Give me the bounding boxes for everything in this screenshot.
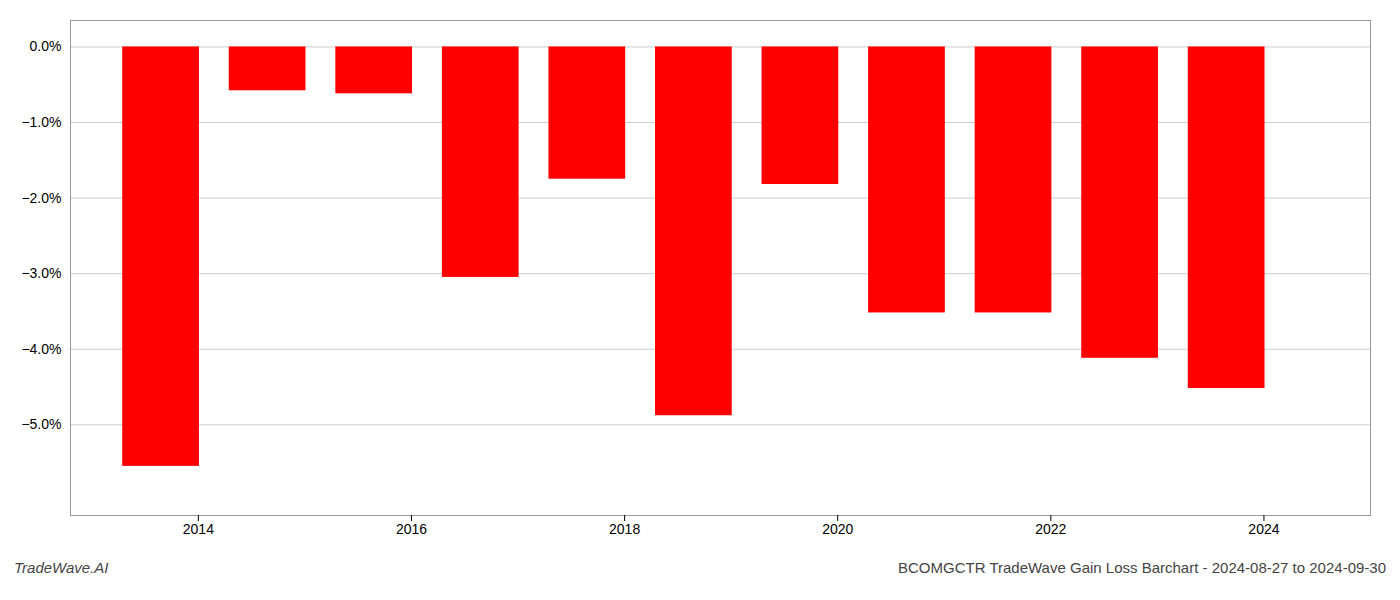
svg-text:−3.0%: −3.0% [21, 265, 61, 281]
svg-text:2020: 2020 [822, 521, 853, 537]
html-text:BCOMGCTR TradeWave Gain Loss B: BCOMGCTR TradeWave Gain Loss Barchart - … [898, 559, 1386, 576]
svg-text:0.0%: 0.0% [30, 38, 62, 54]
svg-text:2022: 2022 [1035, 521, 1066, 537]
svg-text:−2.0%: −2.0% [21, 190, 61, 206]
svg-text:2024: 2024 [1248, 521, 1279, 537]
svg-text:−4.0%: −4.0% [21, 341, 61, 357]
svg-text:2018: 2018 [609, 521, 640, 537]
html-text:TradeWave.AI: TradeWave.AI [14, 559, 109, 576]
svg-text:−5.0%: −5.0% [21, 416, 61, 432]
svg-text:−1.0%: −1.0% [21, 114, 61, 130]
svg-text:2016: 2016 [396, 521, 427, 537]
svg-text:2014: 2014 [183, 521, 214, 537]
